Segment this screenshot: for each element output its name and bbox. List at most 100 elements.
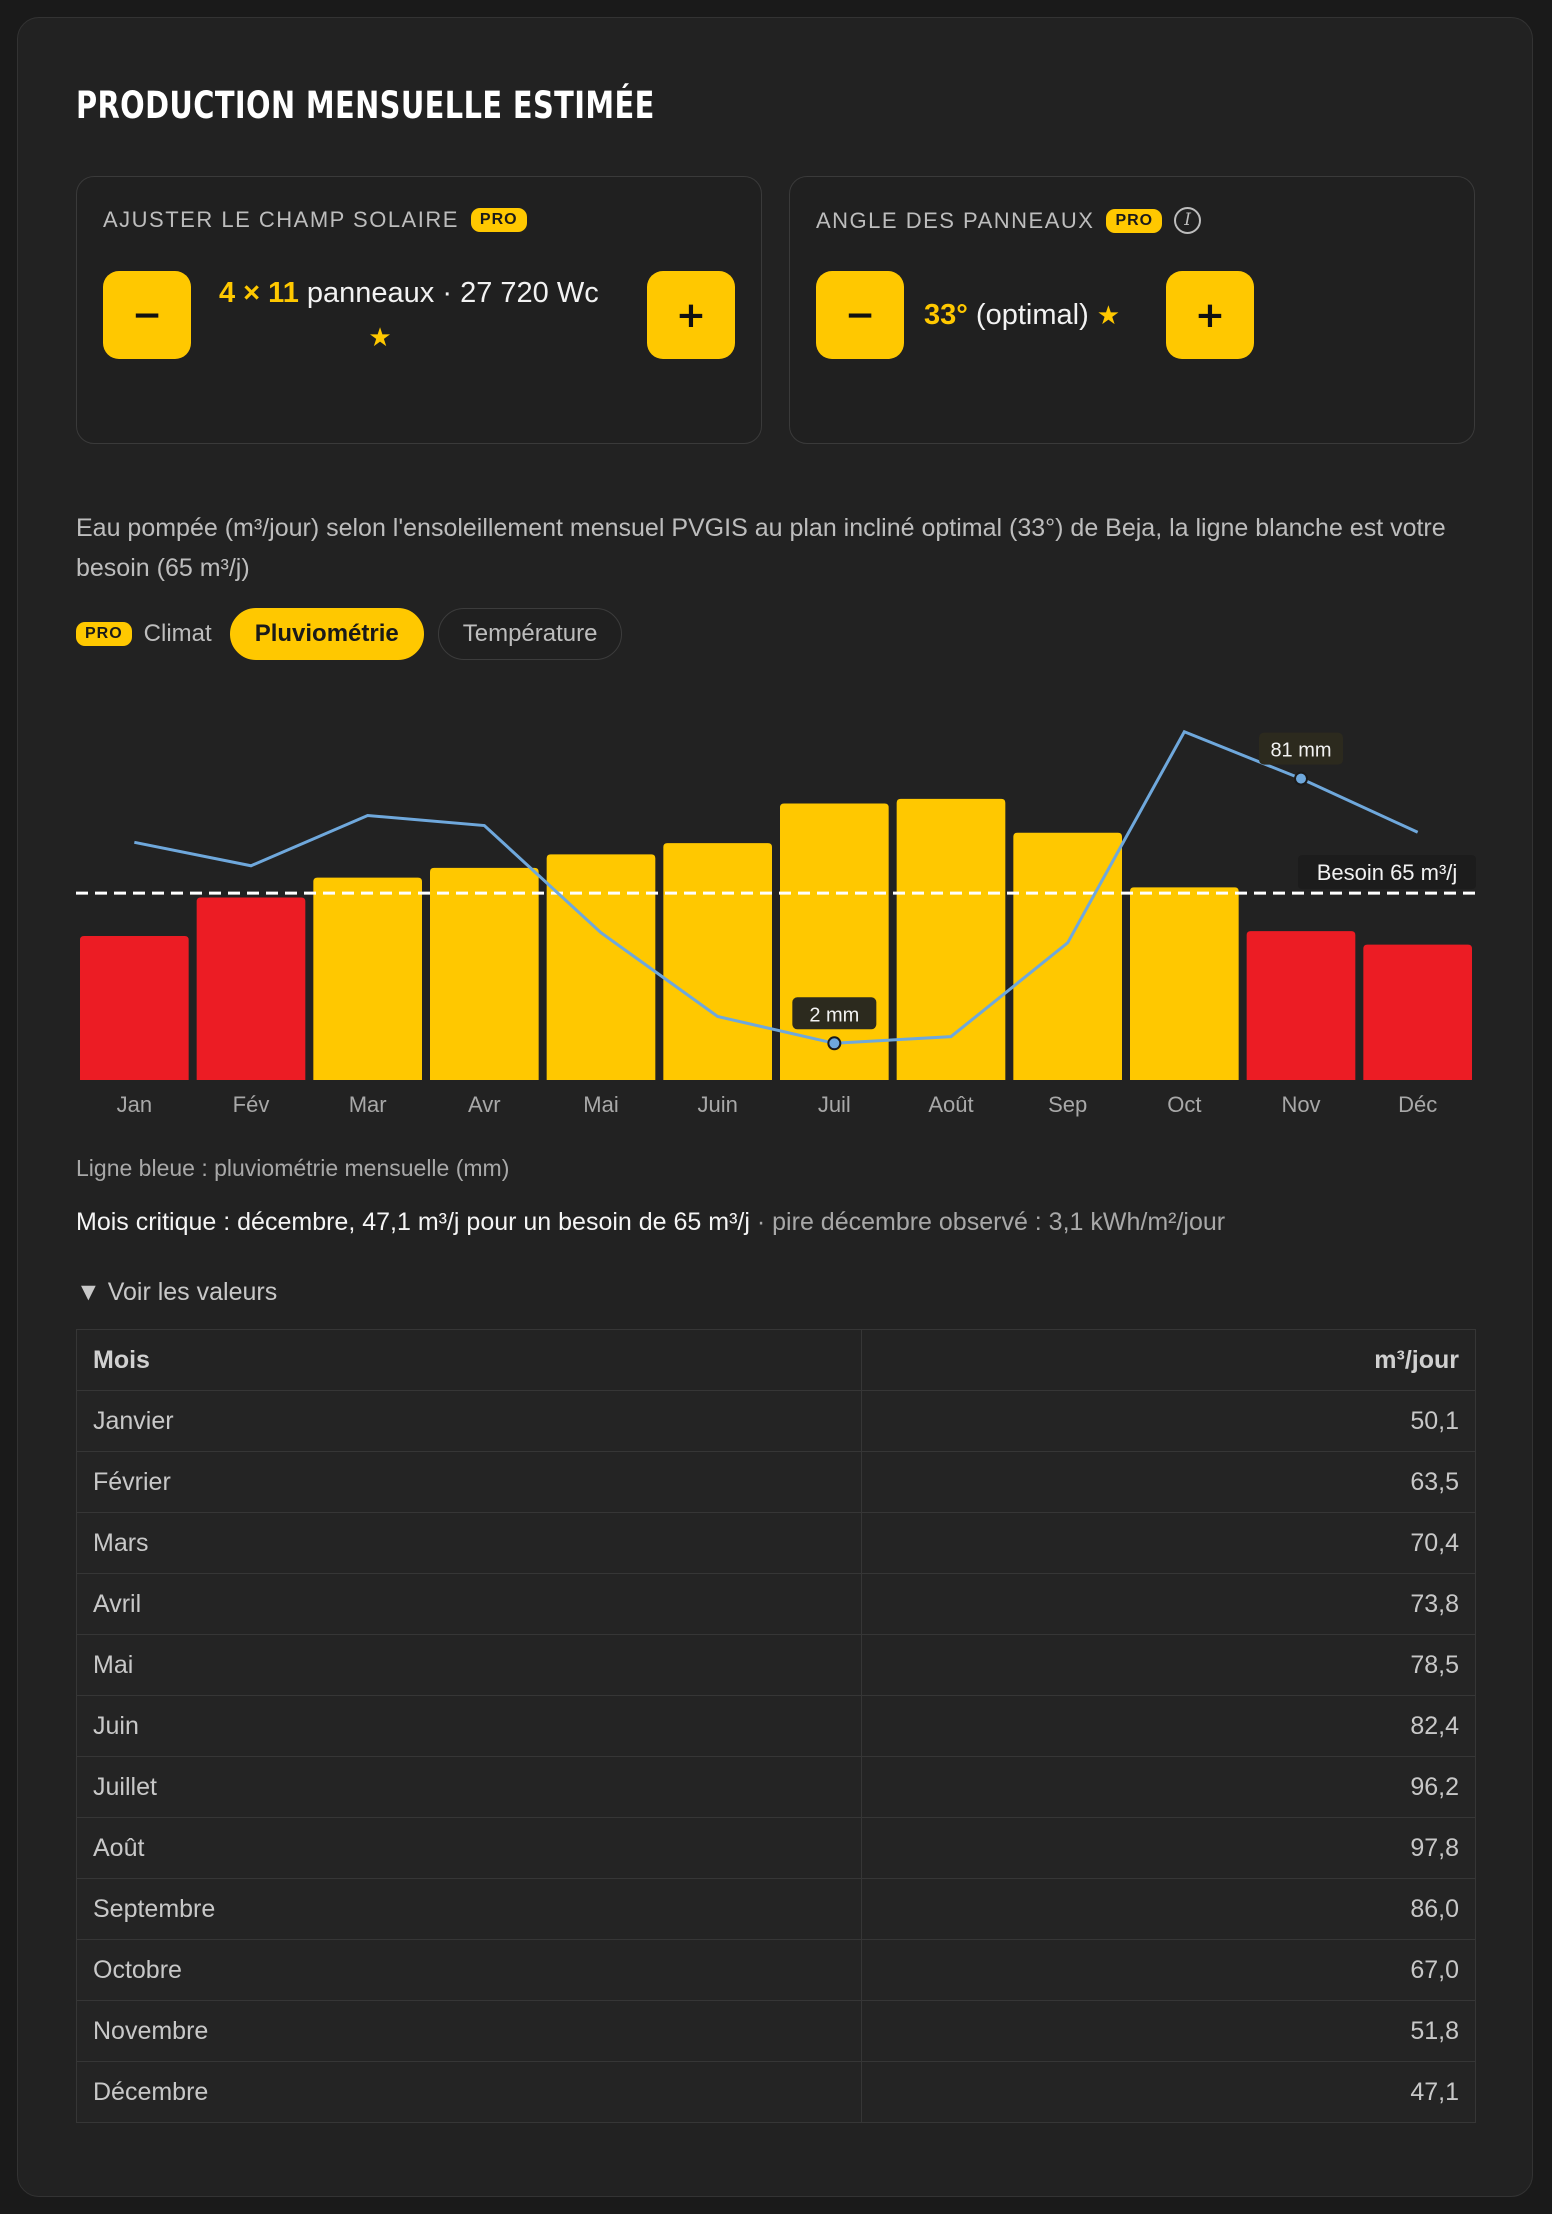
rain-annotation: 81 mm <box>1259 732 1343 765</box>
star-icon: ★ <box>368 322 392 352</box>
volume-cell: 70,4 <box>861 1512 1476 1574</box>
rain-annotation: 2 mm <box>792 997 877 1030</box>
table-row: Octobre 67,0 <box>76 1939 1476 2001</box>
star-icon: ★ <box>1096 300 1121 330</box>
month-cell: Avril <box>76 1573 862 1635</box>
bar-nov[interactable] <box>1246 931 1356 1080</box>
month-cell: Janvier <box>76 1390 862 1452</box>
increase-angle-button[interactable]: + <box>1166 271 1254 359</box>
need-label: Besoin 65 m³/j <box>1298 855 1476 890</box>
bar-oct[interactable] <box>1130 887 1239 1080</box>
solar-field-header: Ajuster le champ solaire PRO <box>103 207 527 233</box>
bar-fév[interactable] <box>196 897 306 1080</box>
table-row: Novembre 51,8 <box>76 2000 1476 2062</box>
bar-déc[interactable] <box>1363 944 1472 1080</box>
x-tick-label: Déc <box>1398 1092 1437 1117</box>
values-table: Mois m³/jour Janvier 50,1 Février 63,5 Mars 7… <box>76 1329 1476 2123</box>
info-icon[interactable]: i <box>1174 207 1202 234</box>
x-tick-label: Jan <box>117 1092 152 1117</box>
panel-count-display: 4 × 11 panneaux · 27 720 Wc ★ <box>219 271 599 359</box>
month-cell: Décembre <box>76 2061 862 2123</box>
x-tick-label: Sep <box>1048 1092 1087 1117</box>
angle-value: 33° <box>924 299 968 331</box>
table-row: Janvier 50,1 <box>76 1390 1476 1452</box>
month-cell: Juillet <box>76 1756 862 1818</box>
volume-cell: 73,8 <box>861 1573 1476 1635</box>
solar-field-label: Ajuster le champ solaire <box>103 207 459 232</box>
critical-main: Mois critique : décembre, 47,1 m³/j pour… <box>76 1208 750 1236</box>
pro-badge: PRO <box>1106 208 1163 233</box>
svg-text:81 mm: 81 mm <box>1270 740 1331 762</box>
svg-text:2 mm: 2 mm <box>809 1004 859 1026</box>
increase-panels-button[interactable]: + <box>647 271 735 359</box>
rain-point[interactable] <box>827 1036 842 1051</box>
x-tick-label: Juil <box>818 1092 851 1117</box>
volume-cell: 47,1 <box>861 2061 1476 2123</box>
month-cell: Mai <box>76 1634 862 1696</box>
volume-cell: 67,0 <box>861 1939 1476 2001</box>
volume-cell: 78,5 <box>861 1634 1476 1696</box>
decrease-angle-button[interactable]: − <box>816 271 904 359</box>
table-row: Février 63,5 <box>76 1451 1476 1513</box>
tab-temperature[interactable]: Température <box>437 608 623 660</box>
panel-count-detail: panneaux · 27 720 Wc <box>306 277 599 309</box>
chart-description: Eau pompée (m³/jour) selon l'ensoleillem… <box>76 514 1446 582</box>
month-cell: Octobre <box>76 1939 862 2001</box>
tab-pluviometrie[interactable]: Pluviométrie <box>229 608 424 660</box>
panel-count-value: 4 × 11 <box>219 277 299 309</box>
rain-line-legend: Ligne bleue : pluviométrie mensuelle (mm… <box>76 1155 510 1181</box>
month-column-header: Mois <box>76 1329 862 1391</box>
show-values-toggle[interactable]: ▼ Voir les valeurs <box>76 1278 278 1306</box>
month-cell: Septembre <box>76 1878 862 1940</box>
volume-cell: 50,1 <box>861 1390 1476 1452</box>
panel-angle-panel: Angle des panneaux PRO i − 33° (optimal)… <box>789 176 1475 444</box>
pro-badge: PRO <box>76 622 132 646</box>
month-cell: Mars <box>76 1512 862 1574</box>
decrease-panels-button[interactable]: − <box>103 271 191 359</box>
month-cell: Août <box>76 1817 862 1879</box>
table-row: Décembre 47,1 <box>76 2061 1476 2123</box>
production-card: Production mensuelle estimée Ajuster le … <box>17 17 1533 2197</box>
panel-angle-header: Angle des panneaux PRO i <box>816 207 1202 234</box>
x-tick-label: Avr <box>468 1092 501 1117</box>
climate-label: Climat <box>143 620 212 647</box>
x-tick-label: Août <box>928 1092 973 1117</box>
x-tick-label: Nov <box>1281 1092 1320 1117</box>
table-row: Septembre 86,0 <box>76 1878 1476 1940</box>
table-row: Juin 82,4 <box>76 1695 1476 1757</box>
bar-jan[interactable] <box>80 935 189 1080</box>
production-chart: Jan Fév Mar Avr Mai Juin Juil Août Sep Oct Nov Déc B… <box>76 729 1476 1117</box>
svg-text:Besoin 65 m³/j: Besoin 65 m³/j <box>1317 860 1458 885</box>
volume-cell: 96,2 <box>861 1756 1476 1818</box>
critical-extra: · pire décembre observé : 3,1 kWh/m²/jou… <box>749 1208 1226 1236</box>
month-cell: Novembre <box>76 2000 862 2062</box>
x-tick-label: Fév <box>233 1092 270 1117</box>
volume-cell: 51,8 <box>861 2000 1476 2062</box>
bar-mar[interactable] <box>313 877 422 1080</box>
table-row: Juillet 96,2 <box>76 1756 1476 1818</box>
card-title: Production mensuelle estimée <box>76 84 655 127</box>
volume-cell: 86,0 <box>861 1878 1476 1940</box>
month-cell: Février <box>76 1451 862 1513</box>
month-cell: Juin <box>76 1695 862 1757</box>
table-row: Août 97,8 <box>76 1817 1476 1879</box>
volume-cell: 82,4 <box>861 1695 1476 1757</box>
pro-badge: PRO <box>470 208 527 232</box>
x-tick-label: Juin <box>697 1092 737 1117</box>
angle-note: (optimal) <box>975 299 1089 331</box>
climate-tabs: PRO Climat Pluviométrie Température <box>76 608 636 660</box>
bar-sep[interactable] <box>1013 832 1122 1080</box>
bar-juin[interactable] <box>663 843 772 1080</box>
table-row: Mai 78,5 <box>76 1634 1476 1696</box>
volume-cell: 97,8 <box>861 1817 1476 1879</box>
critical-month: Mois critique : décembre, 47,1 m³/j pour… <box>76 1208 1225 1237</box>
volume-column-header: m³/jour <box>861 1329 1476 1391</box>
rain-point[interactable] <box>1294 771 1308 786</box>
rain-line <box>134 729 1419 1045</box>
bar-août[interactable] <box>896 798 1006 1080</box>
angle-display: 33° (optimal) ★ <box>924 293 1120 337</box>
bar-mai[interactable] <box>546 854 656 1080</box>
solar-field-panel: Ajuster le champ solaire PRO − 4 × 11 pa… <box>76 176 762 444</box>
x-tick-label: Oct <box>1167 1092 1201 1117</box>
bar-avr[interactable] <box>430 867 539 1080</box>
